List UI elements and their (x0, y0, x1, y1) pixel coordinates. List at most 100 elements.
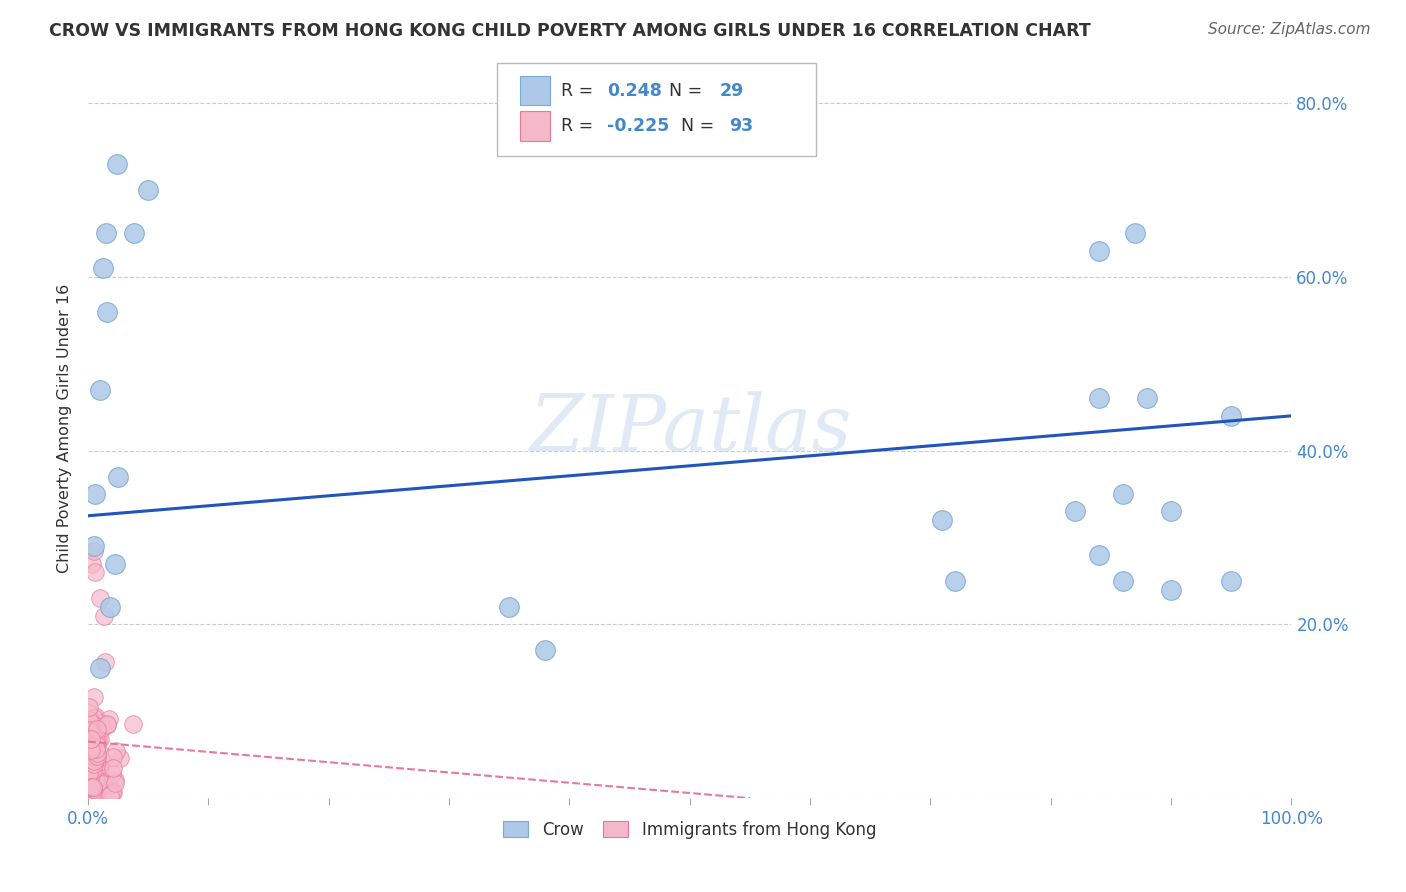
Point (1136, 392, 1159, 406)
Text: N =: N = (682, 117, 720, 135)
Point (89, 661, 111, 675)
Point (80, 772, 103, 786)
Point (82, 716, 104, 731)
Point (93, 608, 115, 623)
Point (96, 304, 118, 318)
Point (98, 788, 121, 802)
Text: R =: R = (561, 117, 599, 135)
Point (1123, 227, 1146, 241)
Point (105, 157, 128, 171)
Text: Source: ZipAtlas.com: Source: ZipAtlas.com (1208, 22, 1371, 37)
Point (534, 643, 557, 657)
Point (82, 785, 104, 799)
Point (82, 756, 104, 771)
Point (93, 785, 115, 799)
Point (943, 574, 966, 588)
Legend: Crow, Immigrants from Hong Kong: Crow, Immigrants from Hong Kong (496, 814, 883, 846)
Point (80, 788, 103, 802)
Point (1220, 574, 1243, 588)
Point (77, 751, 100, 765)
Point (83, 711, 105, 725)
Point (77, 766, 100, 780)
Point (77, 781, 100, 796)
Point (103, 784, 125, 798)
Point (84, 737, 107, 751)
Point (96, 227, 118, 241)
Text: R =: R = (561, 82, 599, 100)
Point (104, 772, 127, 787)
Point (83, 754, 105, 768)
Point (94, 656, 117, 670)
Point (89, 383, 111, 397)
Point (91, 776, 114, 790)
Point (1088, 548, 1111, 562)
Point (86, 722, 108, 736)
Point (80, 743, 103, 757)
Point (79, 725, 101, 739)
Point (498, 599, 520, 614)
Point (1088, 244, 1111, 258)
Point (77, 765, 100, 780)
Point (82, 732, 104, 747)
Point (80, 728, 103, 742)
Point (83, 543, 105, 558)
Point (122, 227, 145, 241)
Point (98, 712, 121, 726)
Point (79, 785, 101, 799)
Point (79, 743, 101, 757)
Point (82, 724, 104, 739)
Point (86, 772, 108, 786)
Bar (520, 76, 550, 105)
Point (122, 716, 145, 731)
Point (79, 766, 101, 780)
Point (84, 566, 107, 580)
Point (77, 770, 100, 784)
Point (77, 778, 100, 792)
Point (79, 771, 101, 785)
Point (80, 780, 103, 794)
Y-axis label: Child Poverty Among Girls Under 16: Child Poverty Among Girls Under 16 (58, 285, 72, 574)
Point (77, 723, 100, 738)
Point (136, 183, 159, 197)
Point (90, 755, 112, 769)
Point (101, 767, 124, 781)
Point (86, 732, 108, 747)
Point (89, 745, 111, 759)
Point (1160, 504, 1182, 518)
Point (1160, 582, 1182, 597)
Text: -0.225: -0.225 (607, 117, 669, 135)
Point (82, 781, 104, 796)
Point (91, 721, 114, 735)
Point (931, 513, 953, 527)
Point (77, 750, 100, 764)
Point (82, 781, 104, 796)
Point (82, 784, 104, 798)
Point (107, 469, 129, 483)
Point (96, 717, 118, 731)
Point (84, 487, 107, 501)
Point (86, 751, 108, 765)
Point (82, 780, 104, 795)
Point (80, 731, 103, 746)
Point (84, 733, 107, 747)
Point (83, 731, 105, 745)
Text: 93: 93 (730, 117, 754, 135)
Point (104, 776, 127, 790)
Point (1063, 504, 1085, 518)
Point (89, 715, 111, 730)
Point (89, 731, 111, 746)
Point (84, 722, 107, 736)
Point (97, 776, 120, 790)
Point (80, 762, 103, 776)
Point (82, 749, 104, 764)
Point (83, 790, 105, 805)
Point (84, 788, 107, 802)
Point (1088, 392, 1111, 406)
Point (83, 757, 105, 772)
Text: 0.248: 0.248 (607, 82, 662, 100)
Point (83, 777, 105, 791)
Point (77, 780, 100, 795)
Point (77, 730, 100, 744)
Point (101, 786, 124, 800)
Point (79, 771, 101, 785)
